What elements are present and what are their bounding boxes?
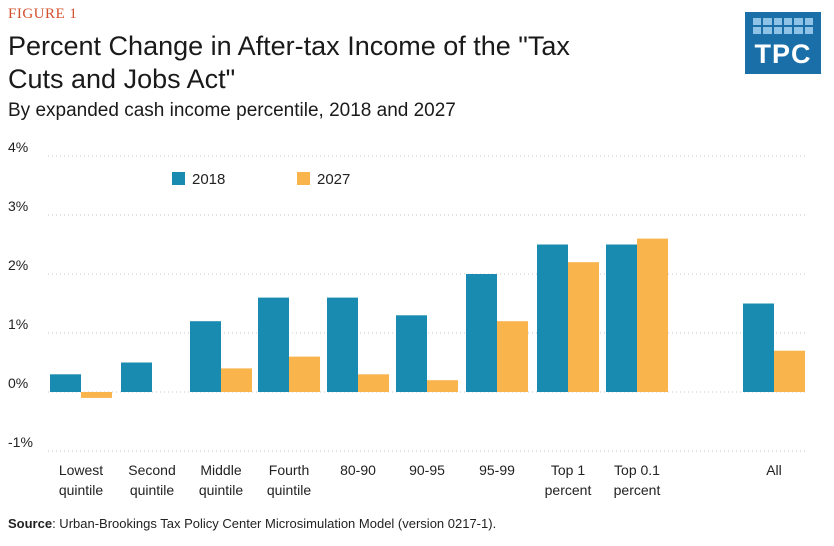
chart-subtitle: By expanded cash income percentile, 2018… xyxy=(8,100,456,121)
x-tick-label: 95-99 xyxy=(479,462,515,478)
x-tick-label: Top 0.1 xyxy=(614,462,660,478)
bar-2027 xyxy=(221,368,252,392)
x-tick-label: All xyxy=(766,462,782,478)
bar-2027 xyxy=(427,380,458,392)
logo-text: TPC xyxy=(754,39,812,69)
bar-2018 xyxy=(190,321,221,392)
x-tick-label: quintile xyxy=(130,482,175,498)
x-tick-label: Fourth xyxy=(269,462,309,478)
y-tick-label: -1% xyxy=(8,434,33,450)
logo-grid-icon xyxy=(753,18,813,34)
x-tick-label: percent xyxy=(614,482,661,498)
x-tick-label: percent xyxy=(545,482,592,498)
tpc-logo: TPC xyxy=(745,12,821,74)
x-tick-label: quintile xyxy=(267,482,312,498)
bar-2018 xyxy=(258,297,289,392)
y-tick-label: 3% xyxy=(8,198,28,214)
bar-2018 xyxy=(327,297,358,392)
x-tick-label: 90-95 xyxy=(409,462,445,478)
x-tick-label: quintile xyxy=(59,482,104,498)
x-tick-label: 80-90 xyxy=(340,462,376,478)
source-label: Source xyxy=(8,516,53,531)
bar-2018 xyxy=(50,374,81,392)
source-note: Source: Urban-Brookings Tax Policy Cente… xyxy=(8,516,496,531)
bar-2018 xyxy=(537,244,568,392)
bar-chart: -1% 0% 1% 2% 3% 4% Lowest quintile Second quintil… xyxy=(8,140,808,498)
source-text: : Urban-Brookings Tax Policy Center Micr… xyxy=(52,516,497,531)
y-tick-label: 4% xyxy=(8,140,28,155)
x-tick-label: Middle xyxy=(200,462,241,478)
x-tick-label: quintile xyxy=(199,482,244,498)
bar-2018 xyxy=(606,244,637,392)
bar-2027 xyxy=(774,350,805,392)
y-tick-label: 1% xyxy=(8,316,28,332)
bar-2018 xyxy=(121,362,152,392)
legend-swatch xyxy=(297,172,310,185)
bar-2027 xyxy=(358,374,389,392)
legend-swatch xyxy=(172,172,185,185)
y-tick-label: 2% xyxy=(8,257,28,273)
bar-2027 xyxy=(568,262,599,392)
x-tick-label: Lowest xyxy=(59,462,103,478)
bar-2027 xyxy=(81,392,112,398)
bar-2027 xyxy=(637,238,668,392)
bar-2018 xyxy=(466,274,497,392)
chart-title: Percent Change in After-tax Income of th… xyxy=(8,31,570,94)
bar-2027 xyxy=(289,356,320,392)
bar-2018 xyxy=(743,303,774,392)
figure-label: FIGURE 1 xyxy=(8,6,78,22)
y-tick-label: 0% xyxy=(8,375,28,391)
bar-2027 xyxy=(497,321,528,392)
legend-label: 2027 xyxy=(317,171,350,188)
x-tick-label: Second xyxy=(128,462,175,478)
legend-label: 2018 xyxy=(192,171,225,188)
bar-2018 xyxy=(396,315,427,392)
x-tick-label: Top 1 xyxy=(551,462,585,478)
